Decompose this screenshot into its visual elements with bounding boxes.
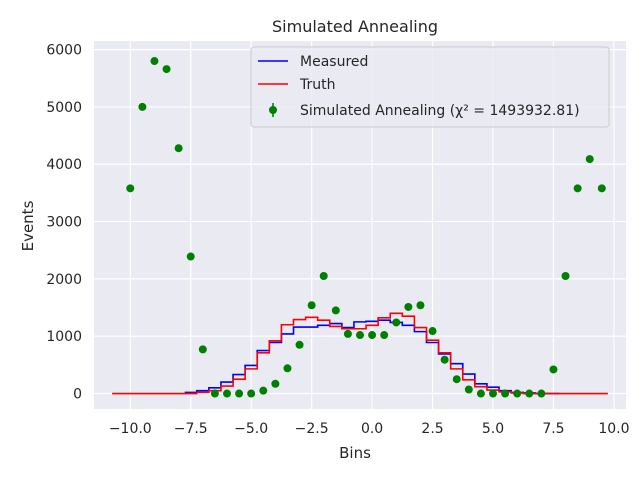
- truth-step-line: [112, 312, 608, 395]
- x-tick-label: −5.0: [234, 421, 268, 437]
- y-tick-label: 5000: [46, 100, 82, 116]
- legend-annealing-marker: [269, 106, 277, 114]
- annealing-point: [501, 389, 510, 398]
- annealing-point: [150, 57, 159, 66]
- y-tick-label: 2000: [46, 272, 82, 288]
- x-tick-label: 2.5: [421, 421, 443, 437]
- legend-box: [250, 46, 610, 128]
- annealing-point: [513, 389, 522, 398]
- annealing-point: [210, 389, 219, 398]
- annealing-point: [356, 331, 364, 340]
- annealing-point: [174, 144, 183, 153]
- y-tick-label: 4000: [46, 157, 82, 173]
- annealing-point: [162, 65, 171, 74]
- legend-truth-label: Truth: [299, 77, 336, 93]
- annealing-point: [537, 389, 546, 398]
- annealing-point: [271, 379, 280, 388]
- annealing-point: [198, 345, 207, 354]
- annealing-point: [368, 331, 377, 340]
- annealing-point: [295, 340, 304, 349]
- x-tick-label: −7.5: [174, 421, 208, 437]
- y-tick-label: 6000: [46, 43, 82, 59]
- legend-measured-label: Measured: [300, 54, 368, 70]
- annealing-point: [525, 389, 534, 398]
- annealing-point: [283, 364, 292, 373]
- y-tick-labels: 0 1000 2000 3000 4000 5000 6000: [46, 43, 82, 403]
- annealing-point: [561, 272, 570, 281]
- annealing-point: [404, 302, 413, 311]
- annealing-point: [343, 329, 352, 338]
- annealing-point: [307, 301, 316, 310]
- chart-title: Simulated Annealing: [272, 17, 438, 36]
- annealing-point: [223, 389, 231, 398]
- annealing-point: [186, 252, 195, 261]
- annealing-point: [597, 184, 606, 193]
- measured-step-line: [184, 319, 560, 395]
- x-tick-label: −2.5: [295, 421, 329, 437]
- series-layer: [112, 57, 608, 398]
- legend-annealing-label: Simulated Annealing (χ² = 1493932.81): [300, 103, 580, 119]
- y-tick-label: 3000: [46, 215, 82, 231]
- x-tick-label: 0.0: [361, 421, 383, 437]
- y-tick-label: 1000: [46, 329, 82, 345]
- y-axis-label: Events: [19, 200, 37, 251]
- annealing-point: [331, 306, 340, 315]
- x-axis-label: Bins: [339, 444, 371, 462]
- legend: Measured Truth Simulated Annealing (χ² =…: [250, 46, 610, 128]
- annealing-point: [476, 389, 485, 398]
- annealing-point: [392, 318, 401, 327]
- x-tick-label: 7.5: [542, 421, 564, 437]
- annealing-point: [138, 102, 147, 111]
- x-tick-label: 10.0: [598, 421, 629, 437]
- annealing-point: [428, 327, 437, 336]
- annealing-point: [319, 272, 328, 281]
- x-tick-label: −10.0: [109, 421, 152, 437]
- annealing-point: [573, 184, 582, 193]
- annealing-point: [489, 389, 497, 398]
- annealing-point: [259, 386, 268, 395]
- annealing-point: [235, 389, 244, 398]
- x-tick-labels: −10.0 −7.5 −5.0 −2.5 0.0 2.5 5.0 7.5 10.0: [109, 421, 630, 437]
- annealing-point: [440, 355, 449, 364]
- annealing-point: [549, 365, 558, 374]
- annealing-point: [452, 375, 461, 384]
- y-tick-label: 0: [73, 387, 82, 403]
- annealing-point: [126, 184, 135, 193]
- annealing-point: [464, 385, 473, 394]
- annealing-point: [380, 331, 389, 340]
- annealing-point: [247, 389, 256, 398]
- x-tick-label: 5.0: [482, 421, 504, 437]
- annealing-point: [416, 301, 425, 310]
- annealing-point: [585, 155, 594, 164]
